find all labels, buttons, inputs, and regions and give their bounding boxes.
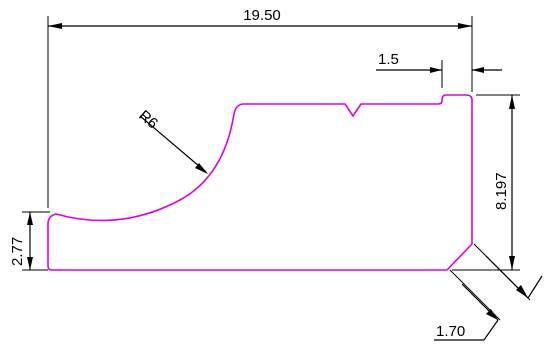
right-height-label: 8.197 — [493, 172, 510, 210]
step-arrow-left — [430, 67, 442, 73]
step-dimension-label: 1.5 — [378, 51, 399, 68]
left-height-arrow-top — [27, 212, 33, 225]
width-arrow-left — [48, 23, 62, 29]
chamfer-arrow-lower — [486, 309, 498, 320]
left-height-label: 2.77 — [9, 237, 26, 266]
right-height-arrow-top — [509, 95, 515, 109]
part-profile — [48, 95, 472, 270]
step-arrow-right — [472, 67, 484, 73]
chamfer-arrow-upper — [516, 285, 528, 298]
chamfer-dimension-line-tail — [528, 276, 542, 298]
width-dimension-label: 19.50 — [243, 7, 281, 24]
radius-label: R6 — [135, 107, 161, 132]
chamfer-leader-diagonal — [484, 320, 498, 340]
chamfer-label: 1.70 — [436, 323, 465, 340]
right-height-arrow-bottom — [509, 256, 515, 270]
left-height-arrow-bottom — [27, 257, 33, 270]
width-arrow-right — [458, 23, 472, 29]
